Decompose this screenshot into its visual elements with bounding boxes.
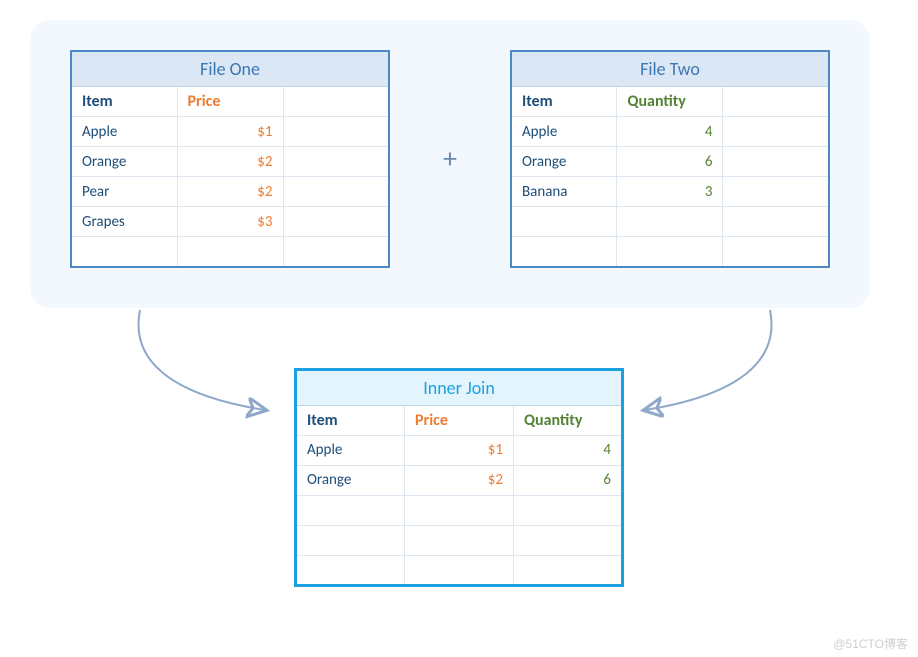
- cell-qty: 4: [514, 435, 623, 465]
- cell-price: $3: [177, 207, 283, 237]
- cell-empty: [514, 525, 623, 555]
- source-container: File One Item Price Apple$1 Orange$2 Pea…: [30, 20, 870, 308]
- inner-join-table: Inner Join Item Price Quantity Apple$14 …: [294, 368, 624, 587]
- cell-empty: [283, 147, 389, 177]
- cell-empty: [511, 207, 617, 237]
- col-item: Item: [71, 87, 177, 117]
- cell-empty: [296, 525, 405, 555]
- cell-price: $1: [177, 117, 283, 147]
- cell-empty: [723, 117, 829, 147]
- cell-item: Orange: [71, 147, 177, 177]
- cell-empty: [617, 207, 723, 237]
- cell-item: Pear: [71, 177, 177, 207]
- cell-empty: [723, 177, 829, 207]
- cell-price: $2: [177, 147, 283, 177]
- cell-item: Apple: [71, 117, 177, 147]
- file-two-title: File Two: [511, 51, 829, 87]
- cell-item: Apple: [511, 117, 617, 147]
- cell-price: $2: [405, 465, 514, 495]
- cell-qty: 4: [617, 117, 723, 147]
- cell-empty: [283, 117, 389, 147]
- cell-empty: [283, 207, 389, 237]
- cell-qty: 3: [617, 177, 723, 207]
- cell-empty: [296, 495, 405, 525]
- cell-empty: [405, 525, 514, 555]
- cell-empty: [71, 237, 177, 267]
- cell-empty: [405, 555, 514, 585]
- col-empty: [283, 87, 389, 117]
- result-container: Inner Join Item Price Quantity Apple$14 …: [20, 368, 898, 587]
- cell-empty: [514, 495, 623, 525]
- cell-price: $2: [177, 177, 283, 207]
- col-price: Price: [177, 87, 283, 117]
- cell-item: Orange: [296, 465, 405, 495]
- cell-empty: [511, 237, 617, 267]
- cell-empty: [723, 207, 829, 237]
- cell-item: Orange: [511, 147, 617, 177]
- col-item: Item: [511, 87, 617, 117]
- file-one-title: File One: [71, 51, 389, 87]
- cell-item: Apple: [296, 435, 405, 465]
- cell-empty: [283, 177, 389, 207]
- cell-empty: [723, 147, 829, 177]
- col-empty: [723, 87, 829, 117]
- col-quantity: Quantity: [617, 87, 723, 117]
- cell-empty: [514, 555, 623, 585]
- col-quantity: Quantity: [514, 405, 623, 435]
- file-two-table: File Two Item Quantity Apple4 Orange6 Ba…: [510, 50, 830, 268]
- cell-qty: 6: [514, 465, 623, 495]
- cell-empty: [723, 237, 829, 267]
- plus-symbol: +: [443, 141, 457, 176]
- cell-empty: [283, 237, 389, 267]
- file-one-table: File One Item Price Apple$1 Orange$2 Pea…: [70, 50, 390, 268]
- cell-price: $1: [405, 435, 514, 465]
- cell-empty: [405, 495, 514, 525]
- cell-empty: [296, 555, 405, 585]
- col-price: Price: [405, 405, 514, 435]
- inner-join-title: Inner Join: [296, 369, 623, 405]
- cell-empty: [617, 237, 723, 267]
- cell-item: Grapes: [71, 207, 177, 237]
- cell-item: Banana: [511, 177, 617, 207]
- col-item: Item: [296, 405, 405, 435]
- cell-qty: 6: [617, 147, 723, 177]
- watermark-text: @51CTO博客: [833, 635, 908, 652]
- cell-empty: [177, 237, 283, 267]
